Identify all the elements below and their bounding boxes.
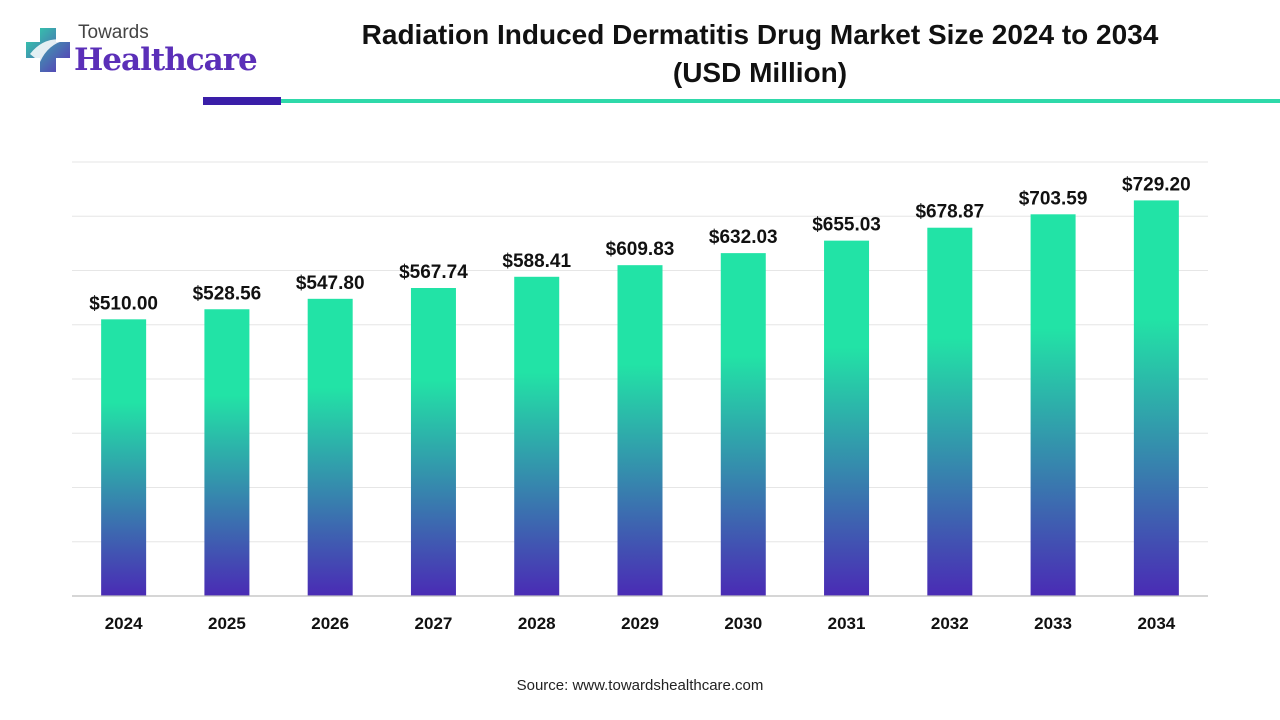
header-rule-accent [203, 97, 281, 105]
x-tick-2032: 2032 [931, 614, 969, 633]
value-label-2028: $588.41 [502, 251, 571, 272]
bar-2034 [1133, 200, 1179, 596]
value-label-2033: $703.59 [1019, 188, 1088, 209]
value-label-2030: $632.03 [709, 227, 778, 248]
brand-name-top: Towards [78, 22, 149, 43]
chart-title: Radiation Induced Dermatitis Drug Market… [361, 19, 1159, 50]
chart-title-block: Radiation Induced Dermatitis Drug Market… [280, 16, 1240, 92]
brand-logo: Towards Healthcare [22, 20, 258, 84]
x-tick-2025: 2025 [208, 614, 246, 633]
bar-2029 [617, 265, 663, 596]
value-label-2026: $547.80 [296, 273, 365, 294]
bar-2028 [514, 276, 560, 596]
bar-2031 [824, 240, 870, 596]
x-tick-2026: 2026 [311, 614, 349, 633]
source-note: Source: www.towardshealthcare.com [516, 677, 764, 694]
x-tick-2033: 2033 [1034, 614, 1072, 633]
bar-2025 [204, 309, 250, 596]
x-tick-2027: 2027 [415, 614, 453, 633]
value-label-2024: $510.00 [89, 293, 158, 314]
bar-2032 [927, 227, 973, 597]
brand-name-bottom: Healthcare [74, 42, 258, 78]
x-tick-2030: 2030 [724, 614, 762, 633]
x-tick-2031: 2031 [828, 614, 866, 633]
value-label-2032: $678.87 [915, 202, 984, 223]
value-labels: $510.00 $528.56 $547.80 $567.74 $588.41 $609.… [89, 174, 1190, 314]
bar-2024 [101, 319, 147, 596]
bar-2030 [720, 253, 766, 596]
bar-2026 [307, 298, 353, 596]
x-tick-2029: 2029 [621, 614, 659, 633]
value-label-2029: $609.83 [606, 239, 675, 260]
value-label-2027: $567.74 [399, 262, 468, 283]
bar-2033 [1030, 214, 1076, 596]
value-label-2031: $655.03 [812, 215, 881, 236]
x-tick-2034: 2034 [1137, 614, 1175, 633]
x-tick-labels: 2024 2025 2026 2027 2028 2029 2030 2031 2032 2033… [105, 614, 1176, 633]
value-label-2034: $729.20 [1122, 174, 1191, 195]
value-label-2025: $528.56 [193, 283, 262, 304]
x-tick-2024: 2024 [105, 614, 143, 633]
bars [101, 200, 1179, 597]
medical-cross-icon [26, 28, 70, 72]
x-tick-2028: 2028 [518, 614, 556, 633]
bar-2027 [410, 288, 456, 596]
header-rule [281, 99, 1280, 103]
chart-subtitle: (USD Million) [672, 57, 848, 88]
